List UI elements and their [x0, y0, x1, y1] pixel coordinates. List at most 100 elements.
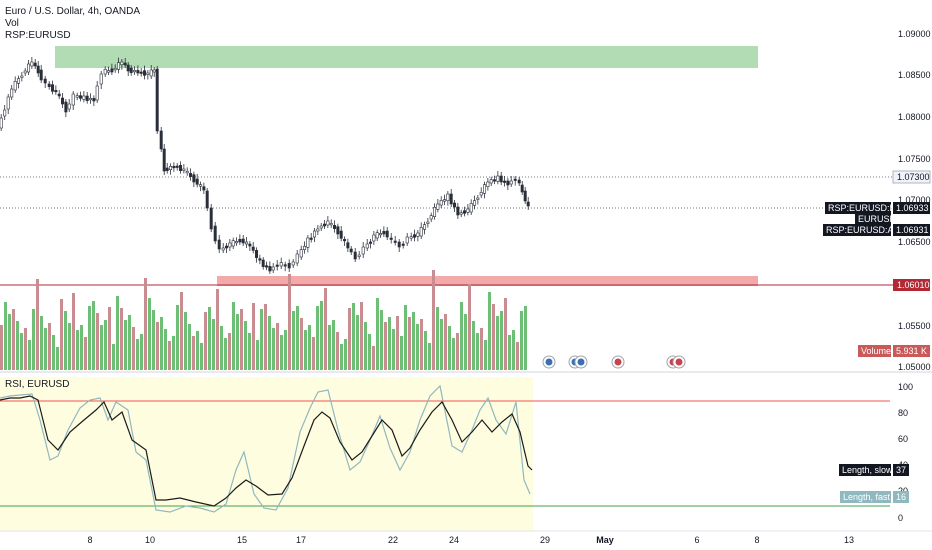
- candle-body: [85, 95, 89, 101]
- time-tick: 6: [694, 535, 699, 545]
- volume-bar: [160, 317, 163, 370]
- candle-body: [459, 212, 463, 215]
- volume-bar: [28, 340, 31, 370]
- time-tick: 8: [754, 535, 759, 545]
- candle-body: [339, 230, 343, 239]
- volume-bar: [240, 309, 243, 370]
- candle-body: [182, 168, 186, 171]
- volume-bars: [0, 270, 527, 370]
- candle-body: [255, 250, 259, 258]
- candle-body: [268, 266, 272, 272]
- ask-name: RSP:EURUSD:ASK: [826, 225, 906, 235]
- volume-bar: [432, 270, 435, 370]
- price-tick: 1.08500: [898, 70, 931, 80]
- candle-body: [503, 180, 507, 183]
- volume-bar: [316, 306, 319, 370]
- candle-body: [375, 232, 379, 239]
- volume-bar: [332, 320, 335, 370]
- candle-body: [139, 71, 143, 74]
- volume-bar: [212, 319, 215, 370]
- volume-bar: [460, 302, 463, 370]
- volume-bar: [136, 339, 139, 370]
- candle-body: [225, 245, 229, 249]
- candle-body: [217, 239, 221, 250]
- candle-body: [51, 84, 55, 92]
- rsi-slow-name: Length, slow: [842, 465, 893, 475]
- candle-body: [379, 233, 383, 236]
- time-axis[interactable]: 8 10 15 17 22 24 29 May 6 8 13: [87, 535, 854, 545]
- candle-body: [365, 243, 369, 249]
- time-tick: 29: [540, 535, 550, 545]
- candle-body: [369, 241, 373, 244]
- volume-bar: [320, 301, 323, 370]
- volume-bar: [288, 274, 291, 370]
- volume-bar: [176, 305, 179, 370]
- bid-value-bg: [893, 202, 930, 214]
- candle-body: [443, 199, 447, 202]
- volume-bar: [236, 314, 239, 370]
- candle-body: [238, 239, 242, 243]
- event-flag-icon[interactable]: [611, 355, 625, 369]
- volume-bar: [188, 324, 191, 370]
- volume-bar: [76, 330, 79, 370]
- candle-body: [313, 230, 317, 238]
- volume-bar: [164, 329, 167, 370]
- rsp-legend[interactable]: RSP:EURUSD: [5, 30, 71, 41]
- volume-bar: [328, 325, 331, 370]
- volume-bar: [508, 335, 511, 370]
- rsi-labels: Length, slow 37 Length, fast 16: [839, 464, 909, 503]
- time-tick: 15: [237, 535, 247, 545]
- price-tick: 1.05500: [898, 321, 931, 331]
- candle-body: [413, 234, 417, 238]
- volume-bar: [428, 343, 431, 370]
- candle-body: [299, 249, 303, 258]
- event-flag-icon[interactable]: [542, 355, 556, 369]
- candle-body: [439, 200, 443, 206]
- volume-bar: [120, 308, 123, 370]
- volume-bar: [132, 327, 135, 370]
- volume-bar: [456, 333, 459, 370]
- rsi-legend[interactable]: RSI, EURUSD: [5, 379, 69, 390]
- volume-bar: [492, 304, 495, 370]
- candle-body: [152, 69, 156, 73]
- candle-body: [346, 242, 350, 249]
- volume-bar: [48, 323, 51, 370]
- volume-bar: [488, 292, 491, 370]
- volume-bar: [296, 306, 299, 370]
- chart-title: Euro / U.S. Dollar, 4h, OANDA: [5, 6, 140, 17]
- chart-legend[interactable]: Euro / U.S. Dollar, 4h, OANDA Vol RSP:EU…: [5, 6, 140, 41]
- volume-bar: [360, 302, 363, 370]
- candle-body: [493, 179, 497, 182]
- candle-body: [3, 109, 7, 117]
- volume-bar: [336, 332, 339, 370]
- time-tick: 22: [388, 535, 398, 545]
- volume-legend[interactable]: Vol: [5, 18, 19, 29]
- candle-body: [499, 175, 503, 183]
- candle-body: [202, 186, 206, 191]
- volume-bar: [280, 335, 283, 370]
- volume-bar: [476, 333, 479, 370]
- candle-body: [149, 69, 153, 77]
- ask-name-bg: [823, 224, 891, 236]
- level-label-low-bg: [893, 279, 930, 291]
- volume-bar: [344, 339, 347, 370]
- candle-body: [241, 238, 245, 244]
- candle-body: [303, 246, 307, 250]
- candle-body: [349, 248, 353, 253]
- candle-body: [423, 224, 427, 230]
- candle-body: [155, 68, 159, 132]
- candle-body: [251, 246, 255, 251]
- ask-value: 1.06931: [896, 225, 929, 235]
- event-flag-icon[interactable]: [574, 355, 588, 369]
- candle-body: [523, 190, 527, 202]
- ask-value-bg: [893, 224, 930, 236]
- volume-bar: [24, 328, 27, 370]
- candle-body: [165, 167, 169, 171]
- volume-bar: [128, 315, 131, 370]
- volume-bar: [172, 336, 175, 370]
- price-axis[interactable]: 1.09000 1.08500 1.08000 1.07500 1.07000 …: [898, 29, 931, 372]
- event-flag-icon[interactable]: [672, 355, 686, 369]
- volume-bar: [448, 326, 451, 370]
- event-icons[interactable]: [542, 355, 686, 369]
